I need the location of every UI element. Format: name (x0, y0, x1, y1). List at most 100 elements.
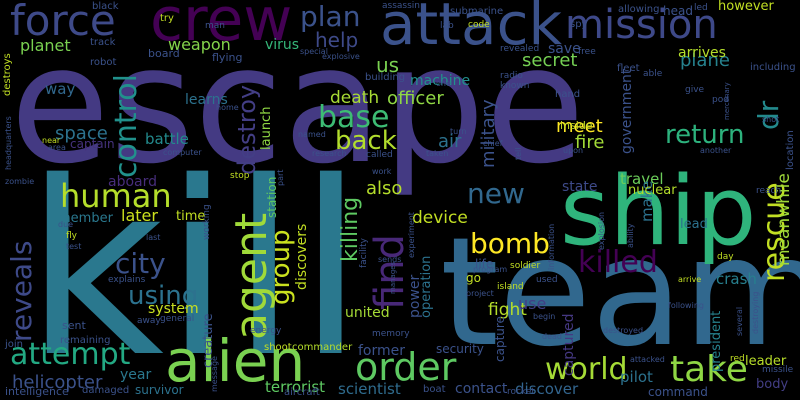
word-last: last (146, 233, 161, 242)
word-secret: secret (522, 50, 578, 71)
word-life: life (475, 257, 494, 271)
word-free: free (578, 47, 596, 57)
word-officer: officer (387, 88, 444, 109)
word-code: code (468, 20, 490, 30)
word-pod: pod (712, 95, 729, 105)
word-commander: commander (292, 342, 353, 353)
word-named: named (298, 130, 326, 139)
word-aboard: aboard (108, 174, 158, 190)
word-black: black (92, 1, 119, 12)
word-upon: upon (563, 146, 584, 155)
word-aircraft: aircraft (284, 387, 320, 398)
word-stop: stop (230, 171, 250, 181)
word-later: later (121, 206, 158, 225)
word-zombie: zombie (5, 177, 35, 186)
word-boat: boat (423, 384, 446, 395)
word-survivor: survivor (135, 383, 184, 397)
word-attacked: attacked (630, 355, 665, 364)
word-destroying: destroying (751, 291, 760, 334)
word-bomb: bomb (470, 227, 550, 260)
word-control: control (109, 74, 144, 178)
word-world: world (545, 352, 628, 387)
word-attempt: attempt (10, 337, 131, 372)
word-used: used (536, 275, 558, 285)
word-rocket: rocket (507, 387, 535, 397)
word-destroys: destroys (2, 53, 13, 96)
word-fire: fire (575, 132, 605, 153)
word-take: take (670, 349, 748, 390)
word-terrorist: terrorist (265, 378, 326, 396)
word-fleet: fleet (617, 63, 640, 74)
word-order: order (355, 345, 457, 389)
word-work: work (372, 167, 392, 176)
word-energy: energy (250, 326, 282, 336)
word-try: try (160, 13, 174, 24)
word-intelligence: intelligence (5, 385, 69, 398)
word-program: program (473, 265, 508, 274)
word-crash: crash (716, 270, 757, 288)
word-captain: captain (70, 137, 115, 151)
word-home: home (216, 103, 239, 112)
word-destroy: destroy (233, 84, 261, 175)
word-year: year (120, 367, 152, 383)
word-information: information (547, 223, 556, 270)
word-dead: dead (542, 332, 562, 341)
word-back: back (335, 126, 397, 156)
word-state: state (562, 179, 598, 195)
word-location: location (785, 130, 796, 170)
word-plane: plane (680, 50, 730, 71)
word-security: security (436, 342, 484, 356)
word-member: member (58, 211, 113, 226)
word-turn: turn (450, 127, 467, 136)
word-spy: spy (570, 19, 588, 30)
word-special: special (300, 47, 328, 56)
word-discovers: discovers (294, 223, 310, 290)
word-government: government (619, 68, 635, 154)
word-escape: escape (10, 12, 585, 200)
word-robot: robot (90, 57, 117, 68)
word-part: part (276, 169, 285, 186)
word-fight: fight (488, 300, 527, 320)
word-near: near (42, 136, 61, 145)
word-building: building (365, 72, 406, 83)
word-flying: flying (212, 51, 243, 64)
word-arrives: arrives (678, 45, 726, 61)
word-shoot: shoot (264, 342, 292, 353)
word-lead: lead (680, 217, 708, 232)
word-computer: computer (163, 148, 202, 157)
word-operation: operation (419, 255, 434, 318)
word-ability: ability (626, 223, 635, 248)
word-team: team (440, 206, 800, 380)
word-way: way (45, 80, 76, 98)
word-attack: attack (380, 0, 563, 58)
word-experiment: experiment (407, 212, 416, 258)
word-kill: kill (25, 130, 365, 400)
word-new: new (467, 177, 525, 210)
word-contact: contact (455, 381, 508, 397)
word-submarine: submarine (450, 6, 504, 17)
word-killed: killed (578, 245, 658, 280)
word-reveals: reveals (5, 240, 38, 342)
word-working: working (202, 204, 212, 240)
word-sent: sent (62, 319, 86, 332)
word-area: area (48, 143, 66, 152)
word-meet: meet (556, 116, 603, 137)
word-several: several (735, 306, 744, 336)
word-explosive: explosive (322, 52, 360, 61)
word-fly: fly (66, 231, 77, 241)
word-launch: launch (259, 106, 274, 150)
word-group: group (266, 229, 296, 305)
word-sends: sends (378, 255, 402, 264)
word-give: give (685, 85, 705, 95)
word-use: use (518, 294, 547, 313)
word-man: man (205, 21, 225, 31)
word-destroyed: destroyed (603, 326, 644, 335)
word-begin: begin (533, 312, 556, 321)
word-headquarters: headquarters (4, 116, 13, 170)
word-including: including (750, 62, 796, 73)
word-command: command (648, 385, 708, 399)
word-able: able (643, 69, 663, 79)
word-device: device (412, 208, 468, 228)
word-join: join (5, 339, 24, 350)
word-travel: travel (620, 170, 664, 188)
